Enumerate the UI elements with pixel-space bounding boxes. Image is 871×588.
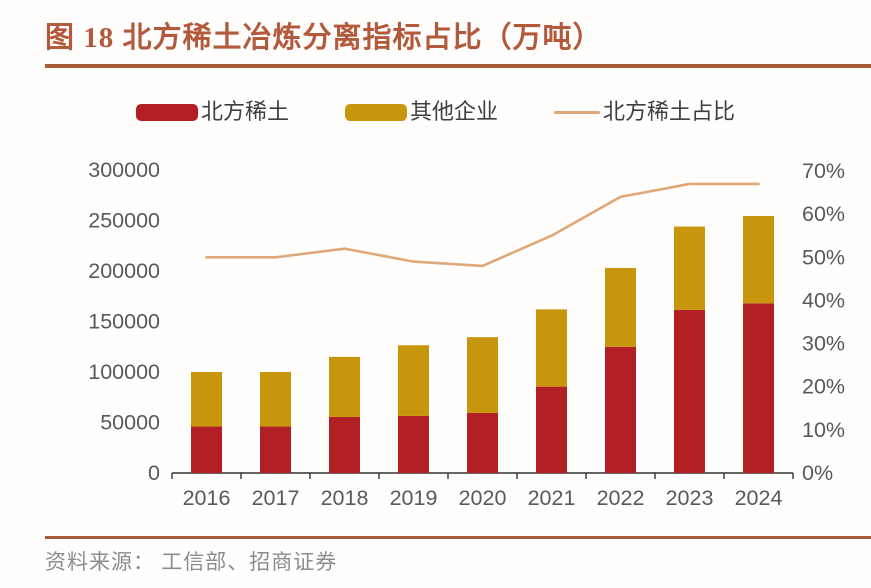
bar-2023-north-rare-earth [674, 309, 705, 473]
right-axis-tick-10%: 10% [802, 418, 845, 442]
bar-2017-other-companies [260, 372, 291, 427]
footer-rule [45, 536, 871, 539]
x-label-2017: 2017 [252, 486, 300, 510]
bar-2016-other-companies [191, 372, 222, 427]
right-axis-tick-0%: 0% [802, 461, 833, 485]
x-label-2023: 2023 [666, 486, 714, 510]
bar-2019-north-rare-earth [398, 415, 429, 473]
legend-label-1: 其他企业 [409, 99, 498, 124]
legend-label-2: 北方稀土占比 [603, 99, 736, 124]
chart-legend: 北方稀土 其他企业 北方稀土占比 [0, 96, 871, 128]
left-axis-tick-100000: 100000 [88, 360, 160, 384]
legend-item-2: 北方稀土占比 [554, 101, 735, 123]
left-axis-tick-0: 0 [148, 461, 160, 485]
right-axis-tick-30%: 30% [802, 332, 845, 356]
bar-2022-north-rare-earth [605, 346, 636, 473]
legend-swatch-line-2 [554, 110, 600, 114]
bar-2024-north-rare-earth [743, 303, 774, 473]
bar-2017-north-rare-earth [260, 426, 291, 473]
x-label-2020: 2020 [459, 486, 507, 510]
figure-title: 图 18 北方稀土冶炼分离指标占比（万吨） [45, 22, 603, 54]
share-line [205, 182, 760, 268]
title-rule [45, 64, 871, 68]
bar-2019-other-companies [398, 345, 429, 416]
x-label-2024: 2024 [735, 486, 783, 510]
bar-2020-other-companies [467, 337, 498, 413]
source-note: 资料来源： 工信部、招商证券 [45, 550, 338, 574]
x-label-2018: 2018 [321, 486, 369, 510]
bar-2018-other-companies [329, 356, 360, 417]
legend-label-0: 北方稀土 [200, 99, 289, 124]
right-axis-tick-60%: 60% [802, 202, 845, 226]
bar-2022-other-companies [605, 267, 636, 347]
bar-2021-north-rare-earth [536, 386, 567, 473]
left-axis-tick-150000: 150000 [88, 310, 160, 334]
legend-item-0: 北方稀土 [135, 99, 289, 124]
x-label-2022: 2022 [597, 486, 645, 510]
left-axis-tick-250000: 250000 [88, 209, 160, 233]
right-axis-tick-70%: 70% [802, 159, 845, 183]
x-label-2021: 2021 [528, 486, 576, 510]
x-label-2016: 2016 [183, 486, 231, 510]
legend-swatch-bar-0 [135, 103, 198, 121]
right-axis-tick-20%: 20% [802, 375, 845, 399]
left-axis-tick-50000: 50000 [100, 411, 160, 435]
left-axis-tick-300000: 300000 [88, 158, 160, 182]
bar-2024-other-companies [743, 215, 774, 304]
left-axis-tick-200000: 200000 [88, 259, 160, 283]
bar-2016-north-rare-earth [191, 426, 222, 473]
bar-2021-other-companies [536, 309, 567, 387]
right-axis-tick-50%: 50% [802, 245, 845, 269]
bar-2023-other-companies [674, 226, 705, 310]
x-label-2019: 2019 [390, 486, 438, 510]
legend-swatch-bar-1 [344, 103, 407, 121]
legend-item-1: 其他企业 [344, 99, 498, 124]
bar-2018-north-rare-earth [329, 416, 360, 473]
right-axis-tick-40%: 40% [802, 288, 845, 312]
bar-2020-north-rare-earth [467, 412, 498, 473]
